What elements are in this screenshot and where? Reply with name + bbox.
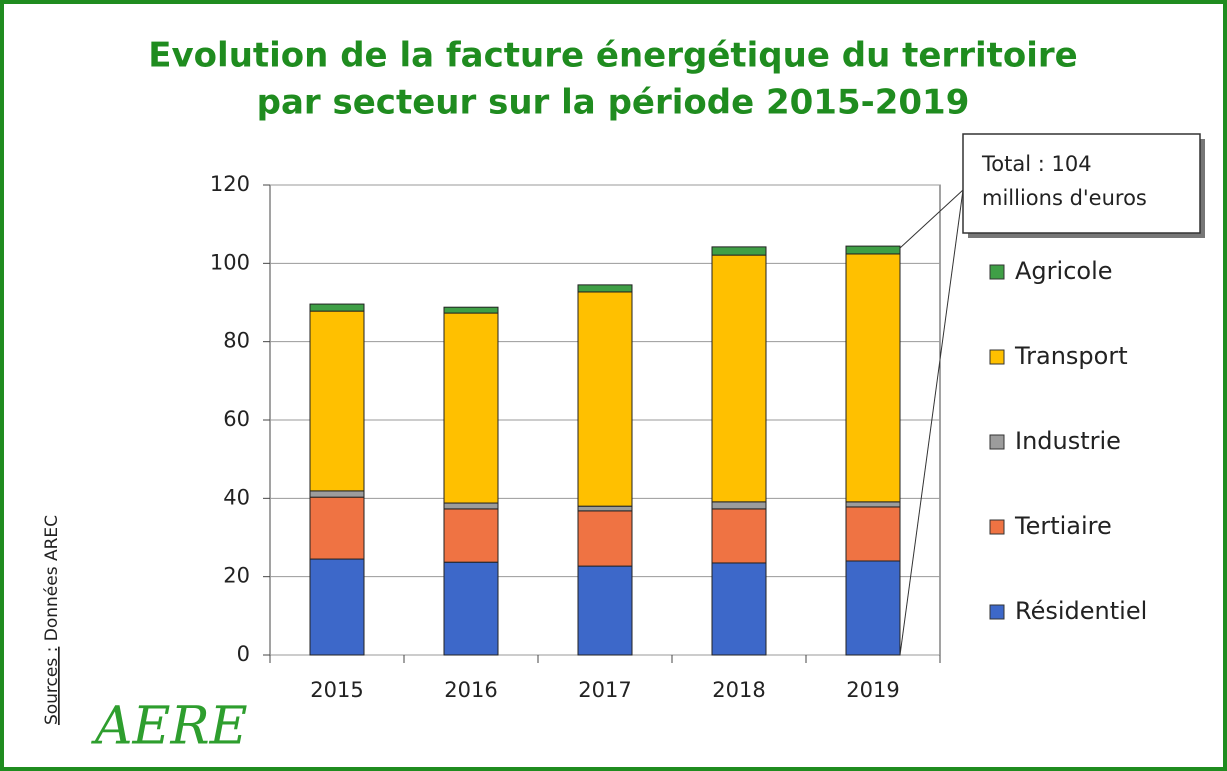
- chart-title: Evolution de la facture énergétique du t…: [148, 36, 1077, 76]
- bar-segment: [443, 312, 499, 504]
- leader-line: [899, 189, 964, 249]
- bar-segment: [309, 303, 365, 312]
- y-tick-label: 40: [223, 485, 250, 509]
- y-tick-label: 100: [210, 250, 250, 274]
- legend-label: Transport: [1014, 342, 1128, 370]
- x-tick-label: 2017: [578, 678, 631, 702]
- bar-segment: [443, 502, 499, 510]
- bar-segment: [845, 560, 901, 656]
- bar-segment: [845, 245, 901, 255]
- bar-segment: [577, 505, 633, 512]
- y-tick-label: 120: [210, 172, 250, 196]
- legend-swatch: [989, 604, 1005, 620]
- y-tick-label: 20: [223, 564, 250, 588]
- source-text: Sources : Données AREC: [42, 515, 62, 725]
- chart-title: par secteur sur la période 2015-2019: [257, 83, 970, 123]
- x-tick-label: 2016: [444, 678, 497, 702]
- annotation-box: [962, 133, 1201, 234]
- bar-segment: [309, 490, 365, 498]
- bar-segment: [309, 496, 365, 560]
- legend-label: Industrie: [1015, 427, 1121, 455]
- bar-segment: [309, 558, 365, 656]
- logo: AERE: [91, 697, 248, 757]
- bar-segment: [711, 254, 767, 503]
- bar-segment: [711, 246, 767, 256]
- annotation-text: Total : 104: [981, 152, 1092, 176]
- annotation-text: millions d'euros: [982, 186, 1147, 210]
- bar-segment: [443, 306, 499, 314]
- y-tick-label: 60: [223, 407, 250, 431]
- legend-swatch: [989, 349, 1005, 365]
- bar-segment: [577, 291, 633, 507]
- source: Sources : Données AREC: [42, 515, 62, 725]
- bar-segment: [845, 253, 901, 503]
- source-value: Données AREC: [42, 515, 62, 641]
- bar-segment: [845, 501, 901, 508]
- x-tick-label: 2019: [846, 678, 899, 702]
- bar-segment: [309, 310, 365, 492]
- bar-segment: [443, 561, 499, 656]
- bar-segment: [577, 510, 633, 567]
- bar-segment: [577, 284, 633, 293]
- x-tick-label: 2015: [310, 678, 363, 702]
- legend-label: Résidentiel: [1015, 597, 1147, 625]
- legend-swatch: [989, 519, 1005, 535]
- y-tick-label: 80: [223, 329, 250, 353]
- legend-swatch: [989, 264, 1005, 280]
- bar-segment: [577, 565, 633, 656]
- legend-label: Tertiaire: [1014, 512, 1112, 540]
- legend-swatch: [989, 434, 1005, 450]
- bar-segment: [711, 501, 767, 510]
- bar-segment: [443, 508, 499, 563]
- leader-line: [899, 189, 964, 656]
- source-label: Sources :: [42, 647, 62, 725]
- bar-segment: [711, 508, 767, 564]
- y-tick-label: 0: [237, 642, 250, 666]
- legend-label: Agricole: [1015, 257, 1113, 285]
- bar-segment: [845, 506, 901, 562]
- bar-segment: [711, 562, 767, 656]
- x-tick-label: 2018: [712, 678, 765, 702]
